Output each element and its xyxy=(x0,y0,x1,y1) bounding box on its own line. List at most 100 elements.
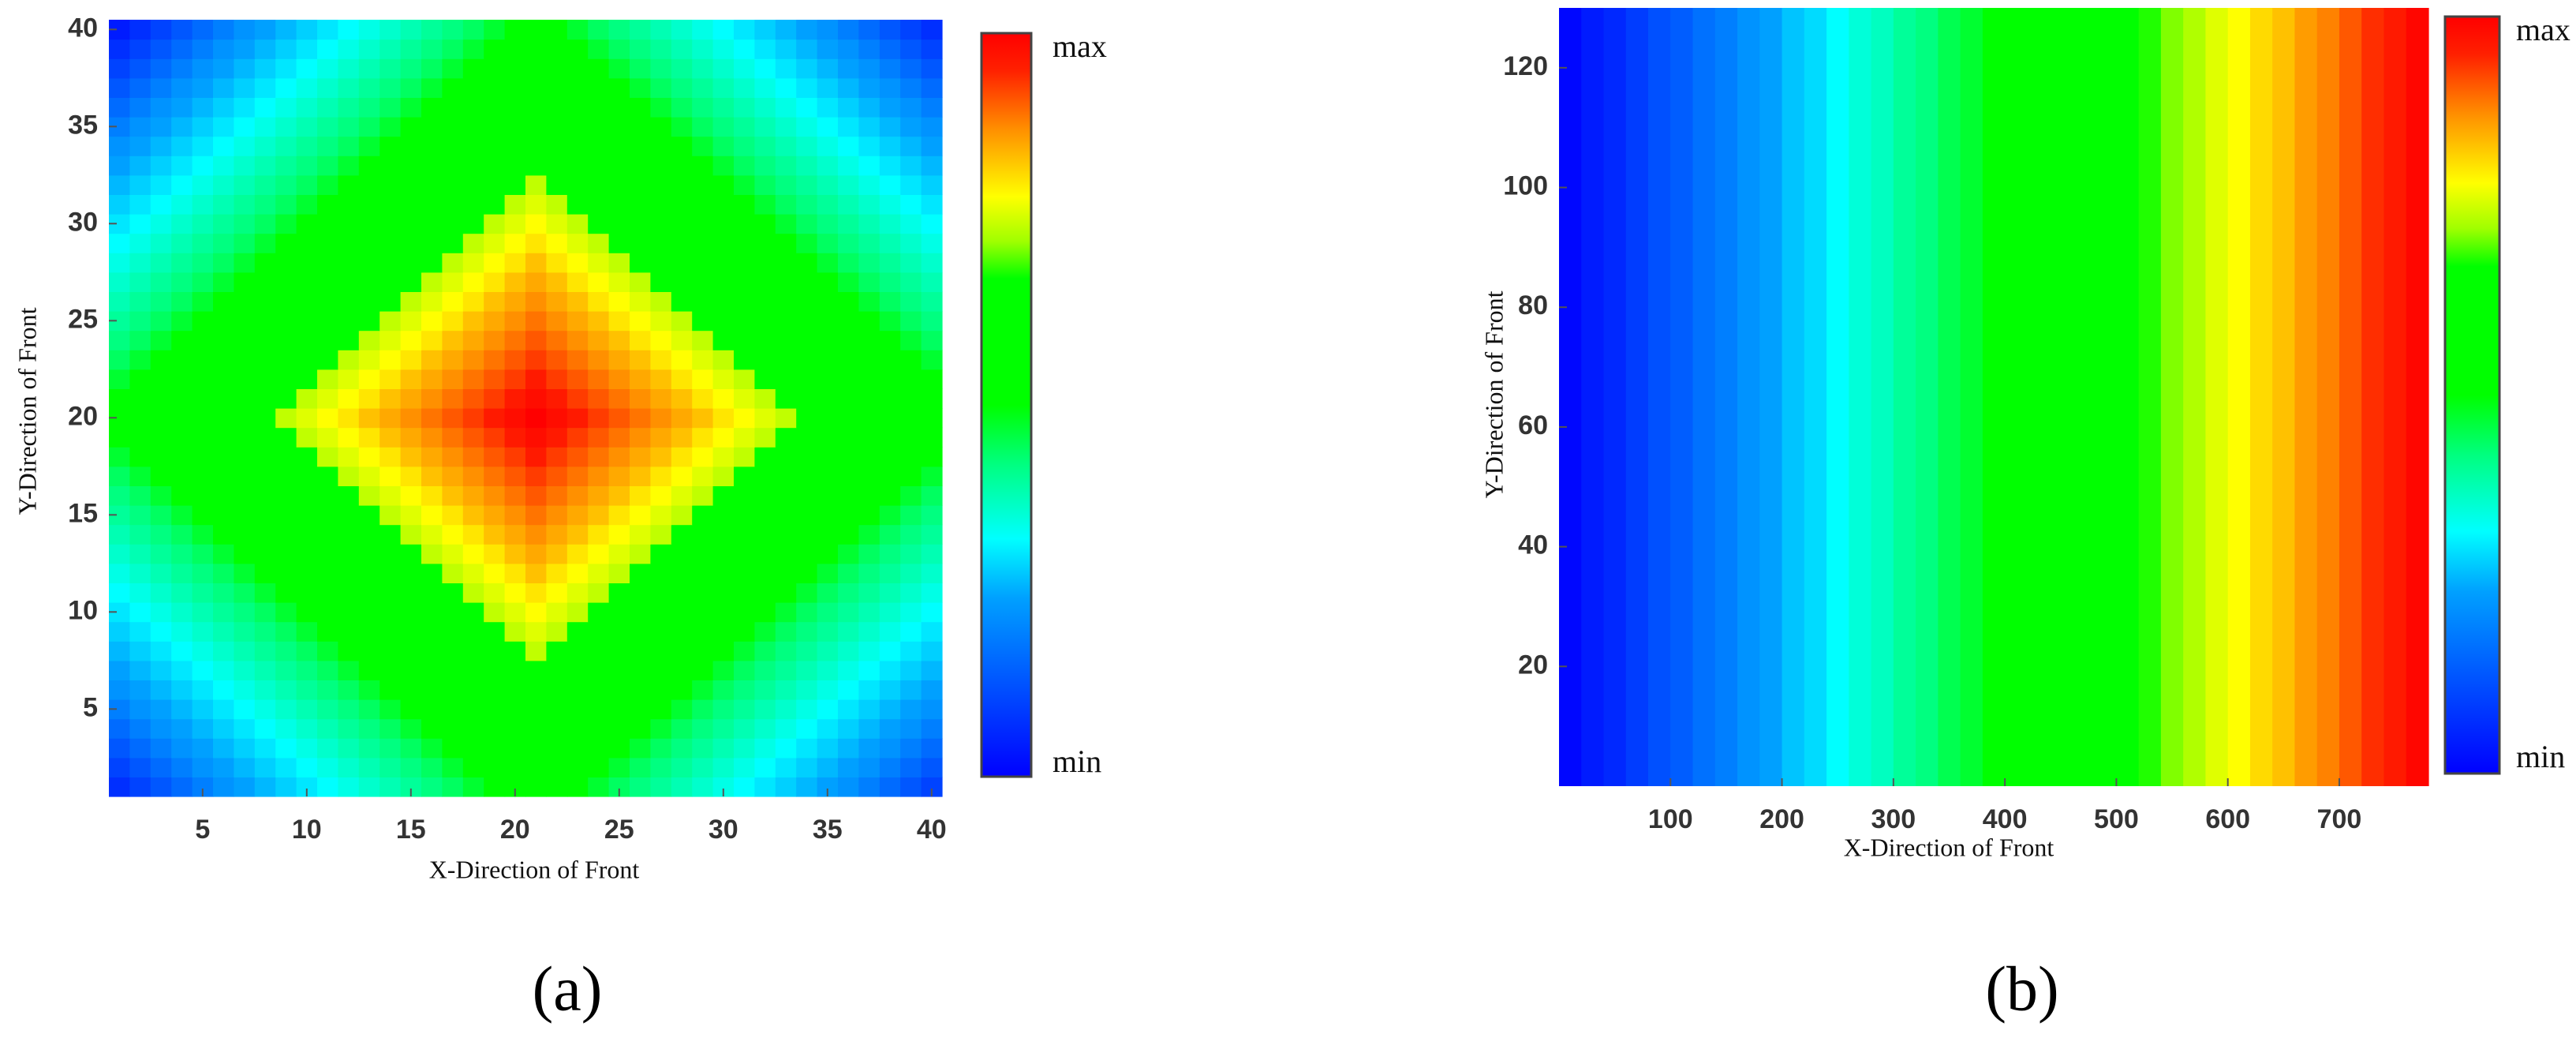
heatmap-cell xyxy=(317,699,338,720)
heatmap-cell xyxy=(484,77,506,98)
heatmap-cell xyxy=(192,39,214,59)
heatmap-cell xyxy=(754,738,776,759)
heatmap-cell xyxy=(608,39,630,59)
heatmap-cell xyxy=(692,641,714,661)
heatmap-cell xyxy=(921,350,943,370)
heatmap-cell xyxy=(462,524,484,545)
heatmap-cell xyxy=(588,272,610,292)
heatmap-cell xyxy=(338,563,360,583)
heatmap-cell xyxy=(296,253,318,273)
heatmap-cell xyxy=(109,641,130,661)
heatmap-cell xyxy=(879,97,901,118)
heatmap-cell xyxy=(858,311,880,332)
heatmap-cell xyxy=(254,563,276,583)
heatmap-cell xyxy=(442,583,464,603)
heatmap-cell xyxy=(546,408,568,429)
heatmap-cell xyxy=(775,136,797,156)
heatmap-cell xyxy=(192,641,214,661)
heatmap-cell xyxy=(192,174,214,195)
heatmap-cell xyxy=(317,253,338,273)
heatmap-cell xyxy=(462,39,484,59)
panel: 5 10 15 20 25 30 35 40510152025303540X-Directio… xyxy=(13,13,1107,1024)
heatmap-cell xyxy=(879,660,901,680)
heatmap-cell xyxy=(879,58,901,79)
heatmap-cell xyxy=(650,544,672,564)
heatmap-cell xyxy=(275,174,297,195)
heatmap-cell xyxy=(692,272,714,292)
heatmap-cell xyxy=(546,524,568,545)
heatmap-cell xyxy=(400,291,422,312)
heatmap-cell xyxy=(858,388,880,409)
heatmap-cell xyxy=(712,136,735,156)
heatmap-cell xyxy=(525,524,547,545)
heatmap-cell xyxy=(817,738,839,759)
heatmap-cell xyxy=(692,680,714,700)
heatmap-cell xyxy=(817,330,839,350)
heatmap-cell xyxy=(838,427,859,448)
y-tick-label: 60 xyxy=(1518,410,1548,440)
heatmap-cell xyxy=(275,777,297,797)
heatmap-cell xyxy=(734,155,755,176)
x-tick-label: 35 xyxy=(813,815,843,845)
heatmap-cell xyxy=(234,621,256,642)
heatmap-cell xyxy=(838,311,859,332)
heatmap-cell xyxy=(858,583,880,603)
heatmap-cell xyxy=(546,447,568,467)
heatmap-cell xyxy=(838,485,859,506)
heatmap-cell xyxy=(858,738,880,759)
heatmap-cell xyxy=(421,155,443,176)
heatmap-cell xyxy=(358,505,380,526)
heatmap-cell xyxy=(921,233,943,253)
heatmap-cell xyxy=(462,311,484,332)
heatmap-cell xyxy=(379,77,402,98)
heatmap-cell xyxy=(879,485,901,506)
heatmap-cell xyxy=(712,155,735,176)
heatmap-cell xyxy=(650,174,672,195)
heatmap-cell xyxy=(150,738,172,759)
heatmap-cell xyxy=(608,291,630,312)
heatmap-cell xyxy=(671,174,693,195)
heatmap-cell xyxy=(484,660,506,680)
heatmap-cell xyxy=(109,330,130,350)
heatmap-cell xyxy=(775,369,797,389)
heatmap-cell xyxy=(588,583,610,603)
heatmap-cell xyxy=(546,330,568,350)
heatmap-cell xyxy=(608,621,630,642)
heatmap-cell xyxy=(712,447,735,467)
heatmap-cell xyxy=(630,291,651,312)
heatmap-cell xyxy=(379,427,402,448)
heatmap-cell xyxy=(379,485,402,506)
heatmap-cell xyxy=(796,524,818,545)
heatmap-cell xyxy=(734,330,755,350)
heatmap-cell xyxy=(754,194,776,215)
heatmap-cell xyxy=(546,58,568,79)
heatmap-cell xyxy=(608,58,630,79)
heatmap-cell xyxy=(484,58,506,79)
heatmap-cell xyxy=(129,757,151,777)
heatmap-cell xyxy=(650,485,672,506)
heatmap-cell xyxy=(421,427,443,448)
heatmap-cell xyxy=(775,117,797,137)
heatmap-cell xyxy=(921,77,943,98)
heatmap-cell xyxy=(546,20,568,40)
x-tick-label: 20 xyxy=(500,815,530,845)
heatmap-cell xyxy=(462,233,484,253)
heatmap-cell xyxy=(254,738,276,759)
heatmap-cell xyxy=(296,20,318,40)
heatmap-cell xyxy=(358,174,380,195)
heatmap-cell xyxy=(671,777,693,797)
heatmap-cell xyxy=(171,524,193,545)
heatmap-cell xyxy=(296,58,318,79)
heatmap-cell xyxy=(817,408,839,429)
heatmap-cell xyxy=(630,214,651,234)
heatmap-cell xyxy=(734,194,755,215)
heatmap-cell xyxy=(754,505,776,526)
heatmap-cell xyxy=(484,369,506,389)
heatmap-cell xyxy=(254,408,276,429)
heatmap-column xyxy=(1826,8,1849,786)
heatmap-cell xyxy=(608,699,630,720)
heatmap-column xyxy=(2406,8,2429,786)
heatmap-cell xyxy=(400,233,422,253)
heatmap-cell xyxy=(838,388,859,409)
heatmap-cell xyxy=(817,485,839,506)
